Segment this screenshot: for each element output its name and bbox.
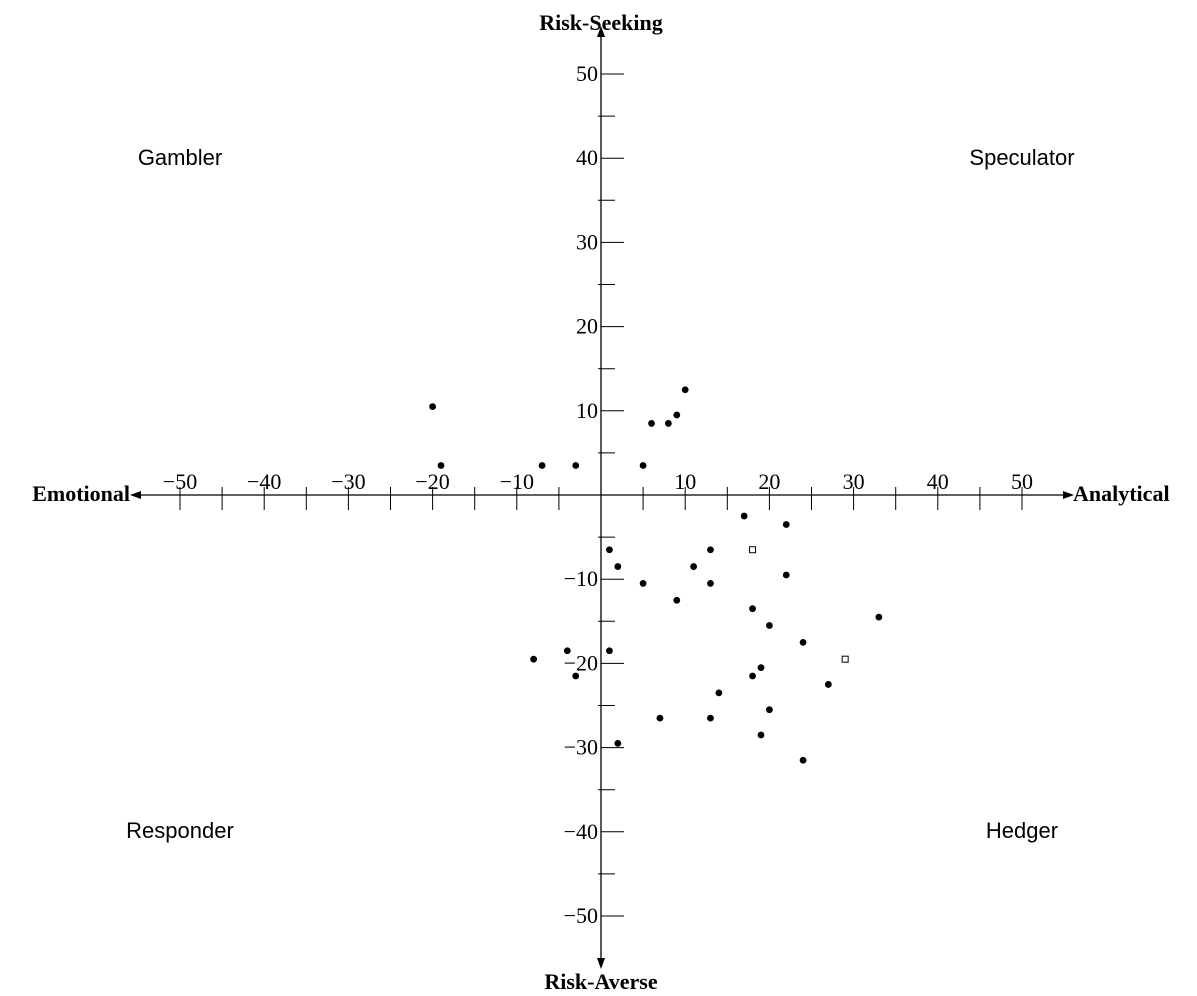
y-axis-arrow-up [597, 26, 605, 37]
x-axis-negative-label: Emotional [32, 481, 130, 506]
data-point [782, 571, 790, 579]
data-point [749, 605, 756, 613]
axis-tick-labels: −50 −40 −30 −20 −10 10 20 30 40 50 50 40 30 20 10 −10 −2… [163, 61, 1033, 928]
x-tick-label: −20 [415, 469, 449, 494]
x-tick-label: −30 [331, 469, 365, 494]
y-tick-label: 10 [576, 398, 598, 423]
quadrant-label-hedger: Hedger [986, 818, 1058, 843]
data-point [530, 655, 538, 663]
data-point [799, 638, 807, 646]
x-tick-label: 10 [674, 469, 696, 494]
data-point [707, 546, 714, 554]
data-point [606, 647, 613, 655]
data-point [614, 739, 622, 747]
y-axis-positive-label: Risk-Seeking [539, 10, 662, 35]
data-point [656, 714, 664, 722]
y-axis-arrow-down [597, 958, 605, 969]
y-tick-label: 40 [576, 145, 598, 170]
x-tick-label: −10 [500, 469, 534, 494]
data-point [766, 706, 773, 714]
x-axis-positive-label: Analytical [1073, 481, 1170, 506]
data-point [757, 731, 765, 739]
data-point [740, 512, 748, 520]
data-point [673, 596, 681, 604]
data-point [639, 462, 647, 469]
data-point [614, 563, 622, 570]
y-tick-label: 20 [576, 314, 598, 339]
data-point [875, 613, 883, 621]
quadrant-label-responder: Responder [126, 818, 234, 843]
data-points [429, 386, 883, 764]
data-point [673, 411, 681, 419]
x-axis-arrow-right [1063, 491, 1074, 499]
data-point [563, 647, 571, 655]
y-tick-label: −50 [564, 903, 598, 928]
x-tick-label: 50 [1011, 469, 1033, 494]
data-point [690, 563, 698, 570]
data-point [572, 672, 580, 680]
axis-ticks [179, 73, 1023, 917]
data-point [749, 672, 756, 680]
axes [130, 26, 1074, 969]
data-point [681, 386, 689, 394]
quadrant-label-speculator: Speculator [969, 145, 1074, 170]
data-point [782, 521, 790, 528]
x-tick-label: 40 [927, 469, 949, 494]
y-tick-label: −20 [564, 650, 598, 675]
data-point [707, 580, 714, 587]
data-point [799, 756, 807, 764]
data-point [766, 622, 773, 629]
data-point [639, 580, 647, 587]
y-tick-label: −30 [564, 735, 598, 760]
y-tick-label: 30 [576, 229, 598, 254]
x-tick-label: 20 [758, 469, 780, 494]
data-point [824, 681, 832, 688]
y-axis-negative-label: Risk-Averse [544, 969, 657, 994]
data-point [707, 714, 714, 722]
x-axis-arrow-left [130, 491, 141, 499]
y-tick-label: −40 [564, 819, 598, 844]
data-point-square [841, 655, 849, 663]
data-point [664, 420, 672, 427]
data-point [437, 462, 445, 469]
data-point [648, 420, 655, 427]
data-point [715, 689, 723, 697]
data-point [757, 664, 765, 672]
quadrant-label-gambler: Gambler [138, 145, 222, 170]
data-point [606, 546, 613, 554]
data-point [538, 462, 546, 469]
x-tick-label: 30 [843, 469, 865, 494]
x-tick-label: −40 [247, 469, 281, 494]
y-tick-label: 50 [576, 61, 598, 86]
data-point-square [749, 546, 757, 554]
data-point [429, 403, 436, 410]
y-tick-label: −10 [564, 566, 598, 591]
data-point [572, 462, 580, 469]
x-tick-label: −50 [163, 469, 197, 494]
